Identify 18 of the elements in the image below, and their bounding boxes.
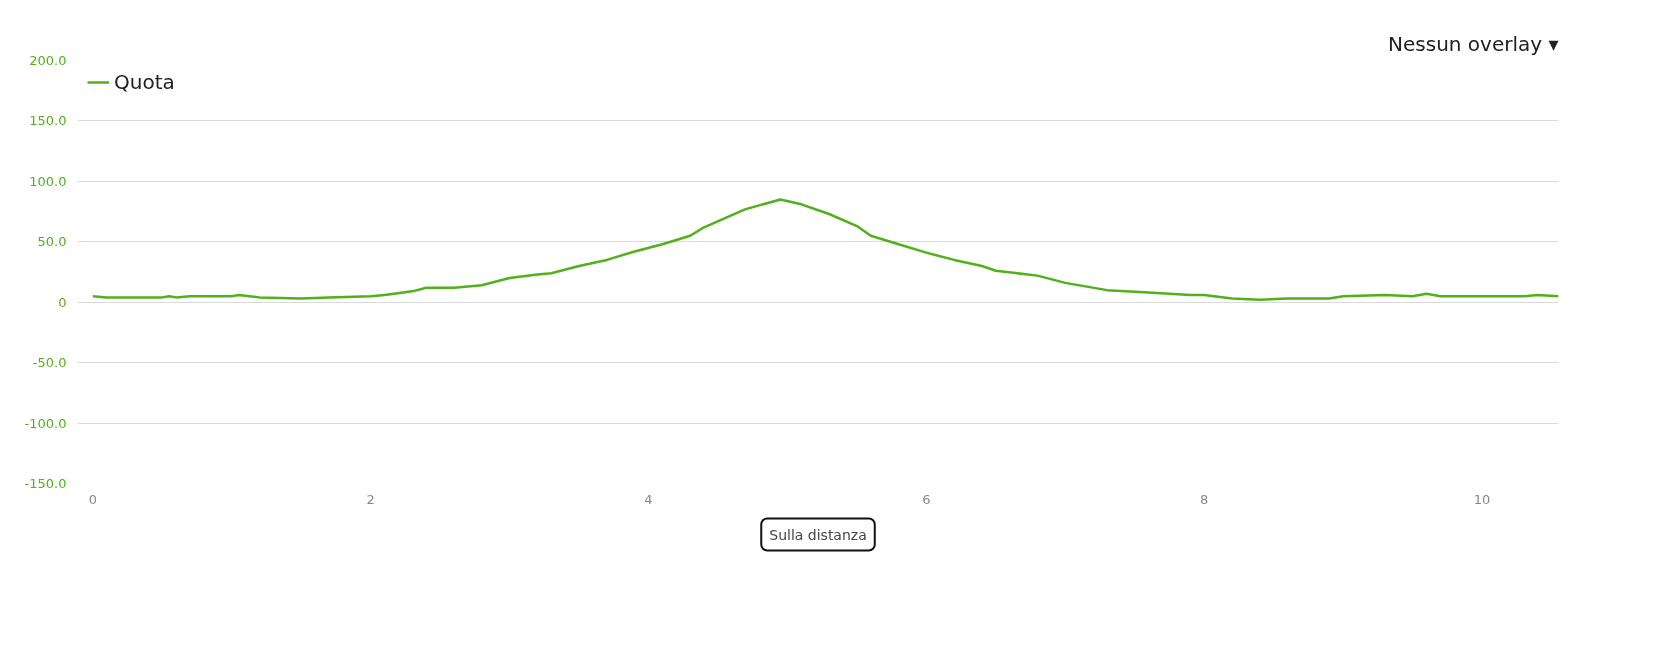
y-tick-label: -150.0 [24, 476, 67, 491]
x-tick-label: 6 [922, 491, 931, 507]
y-tick-label: 150.0 [29, 113, 67, 129]
y-tick-label: -100.0 [24, 415, 67, 431]
text: Nessun overlay ▾ [1388, 31, 1559, 56]
y-tick-label: 100.0 [29, 173, 67, 189]
x-tick-label: 2 [366, 491, 375, 507]
x-tick-label: 4 [644, 491, 653, 507]
line-series [91, 198, 1559, 302]
legend-label: Quota [114, 70, 175, 94]
text: Sulla distanza [769, 526, 867, 543]
x-tick-label: 10 [1473, 491, 1491, 507]
y-tick-label: -50.0 [32, 355, 67, 371]
x-tick-label: 0 [88, 491, 97, 507]
y-tick-label: 200.0 [29, 53, 67, 68]
y-tick-label: 0 [58, 294, 67, 310]
y-tick-label: 50.0 [37, 234, 67, 250]
x-tick-label: 8 [1200, 491, 1209, 507]
